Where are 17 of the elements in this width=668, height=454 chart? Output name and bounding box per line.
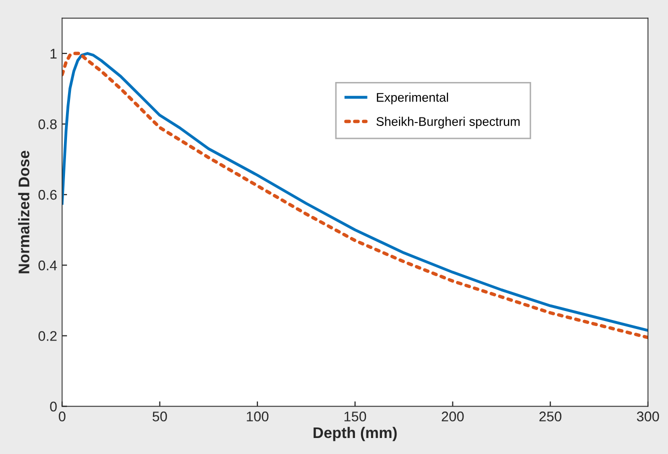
x-tick-label: 50 [152,412,167,422]
legend-label: Sheikh-Burgheri spectrum [376,116,520,128]
y-tick-label: 0.4 [38,260,57,270]
y-tick-label: 0.6 [38,190,57,200]
x-tick-label: 200 [442,412,464,422]
x-tick-label: 150 [344,412,366,422]
x-axis-title: Depth (mm) [314,426,397,442]
x-tick-label: 0 [58,412,66,422]
x-tick-label: 100 [246,412,268,422]
y-tick-label: 0.8 [38,119,57,130]
y-tick-label: 0 [50,402,57,412]
x-tick-label: 250 [539,412,562,422]
x-tick-label: 300 [636,412,660,422]
y-axis-title: Normalized Dose [18,150,30,274]
y-tick-label: 0.2 [38,331,57,341]
legend-label: Experimental [376,92,448,104]
y-tick-label: 1 [50,48,57,58]
